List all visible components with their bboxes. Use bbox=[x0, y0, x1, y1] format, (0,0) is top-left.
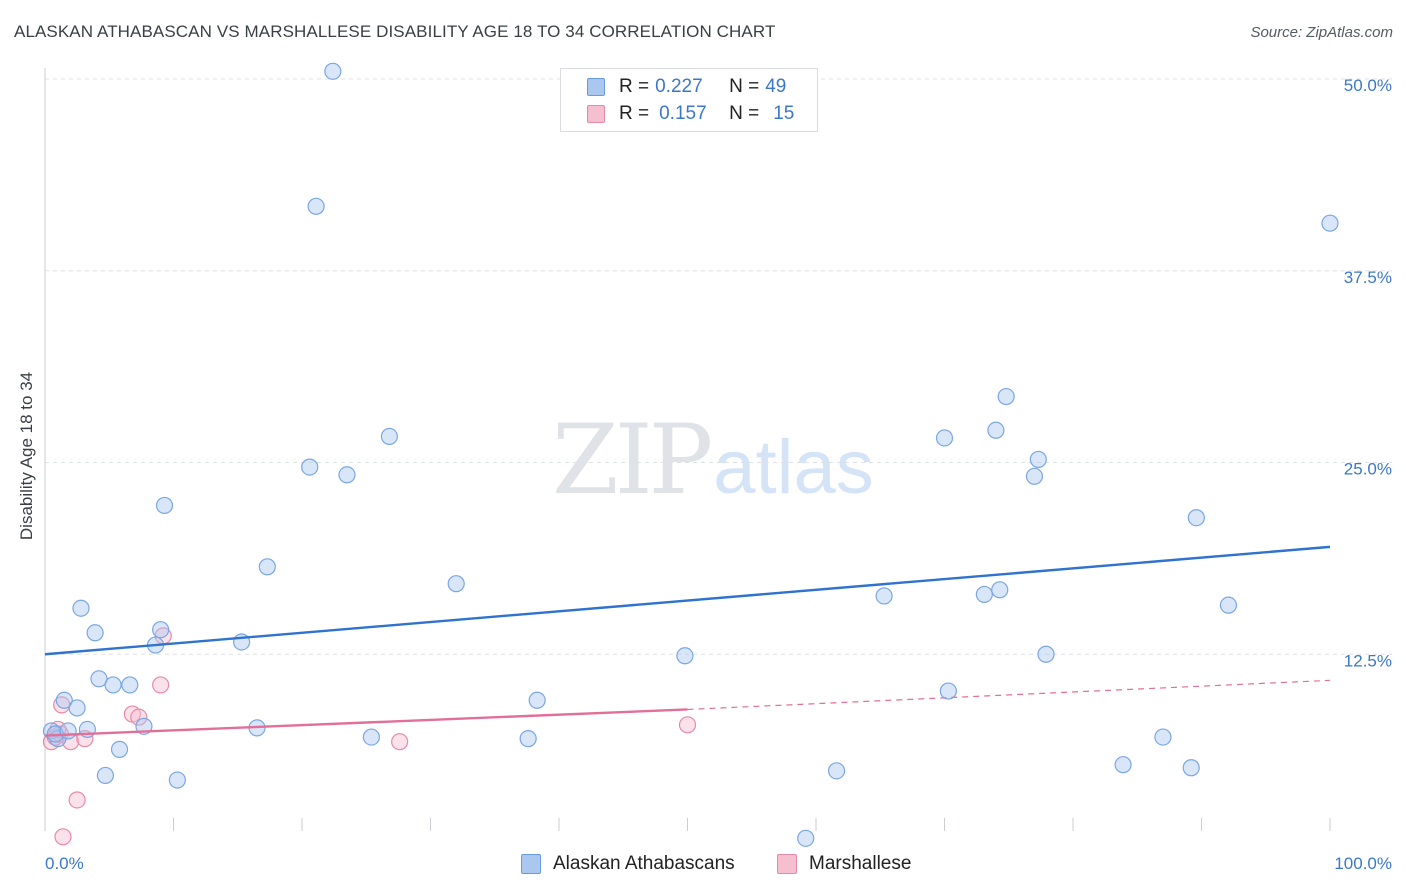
watermark: ZIPatlas bbox=[552, 404, 874, 516]
y-axis-label: Disability Age 18 to 34 bbox=[17, 371, 36, 541]
alaskan-athabascan-point bbox=[447, 575, 465, 593]
y-tick-label: 25.0% bbox=[1344, 460, 1392, 479]
alaskan-athabascan-point bbox=[121, 676, 139, 694]
alaskan-athabascan-point bbox=[875, 587, 893, 605]
legend-r-key: R = bbox=[619, 76, 650, 97]
marshallese-trendline bbox=[44, 708, 688, 737]
legend-swatch-marshallese bbox=[587, 105, 605, 123]
alaskan-athabascan-point bbox=[55, 691, 73, 709]
alaskan-athabascan-point bbox=[362, 728, 380, 746]
legend-swatch-alaskan bbox=[587, 78, 605, 96]
legend-n-value: 49 bbox=[765, 76, 787, 97]
legend-r-key: R = bbox=[619, 103, 650, 124]
source-credit: Source: ZipAtlas.com bbox=[1250, 24, 1393, 41]
alaskan-athabascan-point bbox=[86, 624, 104, 642]
alaskan-athabascan-point bbox=[324, 62, 342, 80]
alaskan-athabascan-point bbox=[68, 699, 86, 717]
legend-n-key: N = bbox=[729, 76, 760, 97]
marshallese-point bbox=[54, 828, 72, 846]
alaskan-athabascan-point bbox=[1219, 596, 1238, 614]
alaskan-athabascan-point bbox=[258, 558, 276, 576]
alaskan-athabascan-point bbox=[987, 421, 1005, 439]
alaskan-athabascan-point bbox=[1154, 728, 1172, 746]
alaskan-athabascan-point bbox=[1187, 509, 1205, 527]
alaskan-athabascan-point bbox=[301, 458, 319, 476]
legend-row-alaskan: R = 0.227 N = 49 bbox=[587, 75, 786, 99]
alaskan-athabascan-point bbox=[152, 621, 170, 639]
alaskan-athabascan-point bbox=[1025, 467, 1044, 485]
alaskan-athabascan-point bbox=[338, 466, 356, 484]
alaskan-athabascan-point bbox=[991, 581, 1009, 599]
alaskan-athabascan-point bbox=[104, 676, 122, 694]
legend-r-value: 0.227 bbox=[655, 76, 703, 97]
marshallese-point bbox=[68, 791, 86, 809]
marshallese-point bbox=[678, 716, 697, 734]
bottom-legend-label-alaskan: Alaskan Athabascans bbox=[553, 853, 735, 874]
marshallese-point bbox=[152, 676, 170, 694]
alaskan-athabascan-point bbox=[975, 585, 993, 604]
chart-title: ALASKAN ATHABASCAN VS MARSHALLESE DISABI… bbox=[14, 22, 776, 41]
alaskan-athabascan-point bbox=[307, 197, 325, 215]
alaskan-athabascan-point bbox=[1182, 759, 1200, 777]
legend-n-key: N = bbox=[729, 103, 760, 124]
watermark-zip: ZIP bbox=[552, 404, 713, 516]
alaskan-athabascan-point bbox=[155, 496, 174, 515]
alaskan-athabascan-point bbox=[1321, 214, 1339, 232]
alaskan-athabascan-point bbox=[939, 682, 957, 700]
marshallese-trendline-extension bbox=[687, 679, 1331, 711]
y-tick-label: 37.5% bbox=[1344, 268, 1392, 287]
y-tick-label: 12.5% bbox=[1344, 651, 1392, 670]
alaskan-athabascan-point bbox=[168, 771, 186, 789]
bottom-legend-label-marshallese: Marshallese bbox=[809, 853, 912, 874]
alaskan-athabascan-point bbox=[59, 722, 77, 740]
legend-n-value: 15 bbox=[773, 103, 795, 124]
alaskan-athabascan-point bbox=[1037, 645, 1055, 663]
alaskan-athabascan-point bbox=[90, 670, 108, 688]
alaskan-athabascan-point bbox=[110, 740, 129, 758]
alaskan-athabascan-trendline bbox=[44, 545, 1331, 656]
alaskan-athabascan-point bbox=[1029, 450, 1047, 469]
bottom-legend-swatch-alaskan bbox=[521, 854, 541, 874]
watermark-atlas: atlas bbox=[713, 425, 874, 510]
legend-row-marshallese: R = 0.157 N = 15 bbox=[587, 102, 794, 126]
alaskan-athabascan-point bbox=[72, 599, 90, 617]
alaskan-athabascan-point bbox=[676, 647, 694, 665]
alaskan-athabascan-point bbox=[935, 429, 954, 447]
marshallese-point bbox=[130, 708, 148, 726]
stats-legend: R = 0.227 N = 49 R = 0.157 N = 15 bbox=[560, 68, 818, 132]
alaskan-athabascan-point bbox=[96, 766, 114, 785]
alaskan-athabascan-point bbox=[797, 829, 815, 847]
x-tick-label: 0.0% bbox=[45, 854, 84, 873]
alaskan-athabascan-point bbox=[528, 691, 546, 709]
x-tick-label: 100.0% bbox=[1334, 854, 1392, 873]
bottom-legend-alaskan: Alaskan Athabascans bbox=[521, 852, 735, 876]
y-tick-label: 50.0% bbox=[1344, 76, 1392, 95]
bottom-legend-swatch-marshallese bbox=[777, 854, 797, 874]
alaskan-athabascan-point bbox=[827, 762, 846, 780]
marshallese-point bbox=[391, 733, 409, 751]
alaskan-athabascan-point bbox=[380, 427, 398, 446]
alaskan-athabascan-point bbox=[997, 387, 1015, 406]
legend-r-value: 0.157 bbox=[659, 103, 707, 124]
alaskan-athabascan-point bbox=[1114, 756, 1132, 774]
bottom-legend-marshallese: Marshallese bbox=[777, 852, 911, 876]
alaskan-athabascan-point bbox=[519, 730, 537, 748]
